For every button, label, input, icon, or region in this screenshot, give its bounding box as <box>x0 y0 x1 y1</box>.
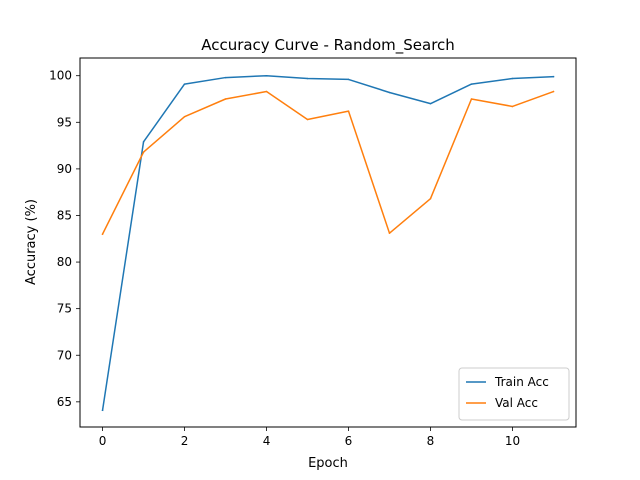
y-tick-label: 85 <box>57 208 72 222</box>
data-point <box>470 83 473 85</box>
y-tick-label: 80 <box>57 255 72 269</box>
data-point <box>265 74 268 77</box>
data-point <box>470 98 473 100</box>
data-point <box>306 77 309 80</box>
series-line-val-acc <box>101 90 555 236</box>
data-point <box>142 141 145 143</box>
y-axis-ticks: 65 70 75 80 85 90 95 100 <box>49 69 80 409</box>
x-tick-label: 2 <box>181 434 189 448</box>
series-line-train-acc <box>101 74 555 412</box>
legend-label: Val Acc <box>495 396 538 410</box>
data-point <box>347 110 350 112</box>
data-point <box>183 83 186 85</box>
data-point <box>224 76 227 79</box>
data-point <box>429 197 432 200</box>
x-tick-label: 8 <box>427 434 435 448</box>
data-point <box>429 102 432 105</box>
y-tick-label: 90 <box>57 162 72 176</box>
x-tick-label: 6 <box>345 434 353 448</box>
chart-title: Accuracy Curve - Random_Search <box>201 36 455 55</box>
y-tick-label: 70 <box>57 348 72 362</box>
data-point <box>183 115 186 118</box>
data-point <box>552 75 555 78</box>
data-point <box>265 90 268 93</box>
x-axis-label: Epoch <box>308 456 348 471</box>
data-point <box>388 232 391 234</box>
y-tick-label: 100 <box>49 69 72 83</box>
data-point <box>306 118 309 121</box>
y-tick-label: 75 <box>57 302 72 316</box>
data-point <box>388 91 391 94</box>
plot-frame <box>79 57 577 428</box>
data-point <box>224 98 227 100</box>
y-tick-label: 95 <box>57 115 72 129</box>
x-axis-ticks: 0 2 4 6 8 10 <box>99 427 520 448</box>
legend-label: Train Acc <box>494 375 549 389</box>
plot-lines <box>101 74 555 412</box>
legend: Train Acc Val Acc <box>458 367 570 421</box>
x-tick-label: 10 <box>505 434 520 448</box>
legend-box <box>458 367 570 421</box>
data-point <box>511 105 514 108</box>
data-point <box>552 90 555 93</box>
data-point <box>142 151 145 153</box>
data-point <box>101 409 104 411</box>
x-tick-label: 4 <box>263 434 271 448</box>
data-point <box>347 78 350 81</box>
y-tick-label: 65 <box>57 395 72 409</box>
data-point <box>101 233 104 235</box>
y-axis-label: Accuracy (%) <box>24 199 39 285</box>
x-tick-label: 0 <box>99 434 107 448</box>
data-point <box>511 77 514 80</box>
